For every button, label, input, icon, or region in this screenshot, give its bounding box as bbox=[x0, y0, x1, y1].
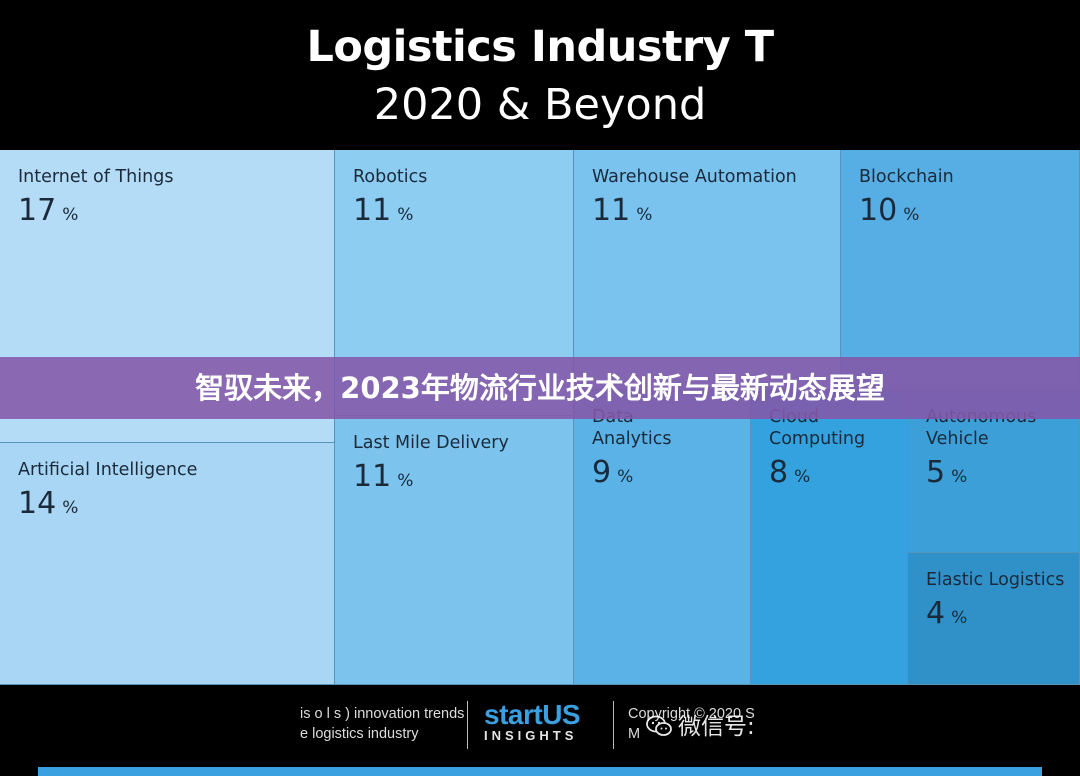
chart-title-area: Logistics Industry T 2020 & Beyond bbox=[0, 0, 1080, 150]
treemap-tile: Elastic Logistics 4% bbox=[908, 553, 1080, 685]
overlay-banner: 智驭未来，2023年物流行业技术创新与最新动态展望 bbox=[0, 357, 1080, 419]
treemap-tile-label: Blockchain bbox=[859, 167, 954, 187]
treemap-tile-value: 4% bbox=[926, 596, 968, 631]
wechat-label: 微信号: bbox=[678, 714, 755, 740]
treemap-tile-value: 17% bbox=[18, 193, 79, 228]
treemap-tile-label: Internet of Things bbox=[18, 167, 174, 187]
treemap-tile-value: 8% bbox=[769, 455, 811, 490]
footer-caption-line1: is o l s ) innovation trends bbox=[300, 706, 465, 722]
footer-divider bbox=[613, 701, 614, 749]
treemap-tile-label: Artificial Intelligence bbox=[18, 460, 198, 480]
treemap-tile-value: 10% bbox=[859, 193, 920, 228]
treemap-tile-value: 14% bbox=[18, 486, 79, 521]
treemap-tile-value: 11% bbox=[592, 193, 653, 228]
treemap-tile-value: 11% bbox=[353, 459, 414, 494]
chart-title: Logistics Industry T bbox=[306, 22, 774, 72]
startus-logo: startUS bbox=[484, 699, 581, 730]
treemap-tile: Blockchain 10% bbox=[841, 150, 1080, 390]
treemap-tile: Warehouse Automation 11% bbox=[574, 150, 841, 390]
treemap-tile: Artificial Intelligence 14% bbox=[0, 443, 335, 685]
treemap-tile-label: Warehouse Automation bbox=[592, 167, 797, 187]
treemap-tile-value: 5% bbox=[926, 455, 968, 490]
copyright-line1: Copyright © 2020 S bbox=[628, 706, 755, 722]
startus-logo-subtitle: INSIGHTS bbox=[484, 728, 578, 743]
treemap-tile-label: Elastic Logistics bbox=[926, 570, 1065, 590]
footer-caption-line2: e logistics industry bbox=[300, 726, 419, 742]
footer: is o l s ) innovation trends e logistics… bbox=[0, 685, 1080, 776]
bottom-accent-bar bbox=[38, 767, 1042, 776]
copyright-text: Copyright © 2020 S M bbox=[628, 704, 755, 744]
treemap-tile-label: Robotics bbox=[353, 167, 428, 187]
treemap-tile-value: 9% bbox=[592, 455, 634, 490]
chart-subtitle: 2020 & Beyond bbox=[373, 80, 707, 130]
treemap-tile-label: Last Mile Delivery bbox=[353, 433, 509, 453]
treemap-chart: Internet of Things 17% Artificial Intellig… bbox=[0, 150, 1080, 685]
treemap-tile: Last Mile Delivery 11% bbox=[335, 416, 574, 685]
copyright-line2: M bbox=[628, 726, 641, 742]
footer-caption: is o l s ) innovation trends e logistics… bbox=[300, 704, 464, 744]
wechat-watermark: 微信号: bbox=[646, 707, 755, 741]
footer-divider bbox=[467, 701, 468, 749]
wechat-icon bbox=[646, 715, 672, 736]
treemap-tile-value: 11% bbox=[353, 193, 414, 228]
